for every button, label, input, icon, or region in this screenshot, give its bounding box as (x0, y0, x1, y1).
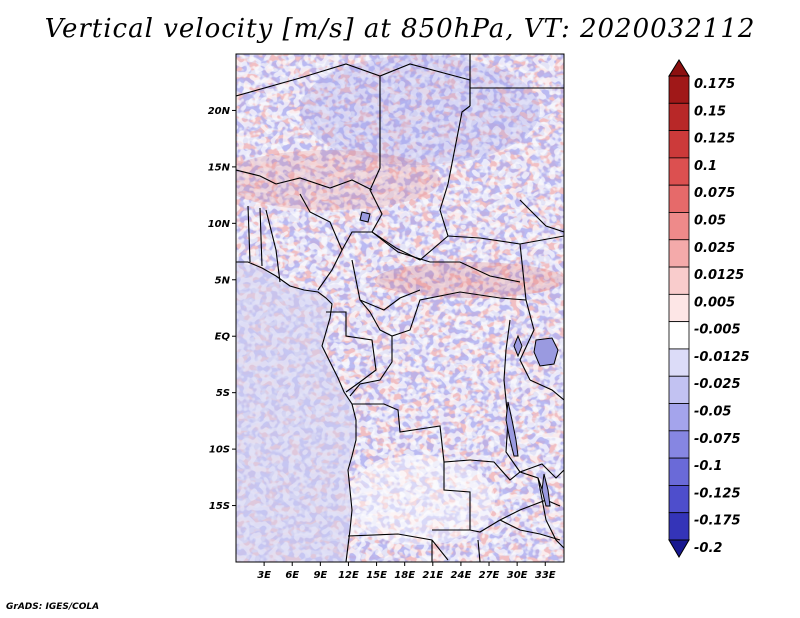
colorbar-cell (668, 403, 690, 432)
longitude-axis: 3E 6E 9E 12E 15E 18E 21E 24E 27E 30E 33E (257, 562, 556, 581)
colorbar-cell (668, 485, 690, 514)
great-lakes (359, 211, 559, 507)
colorbar-label: 0.05 (694, 213, 726, 228)
plot-title: Vertical velocity [m/s] at 850hPa, VT: 2… (44, 14, 756, 44)
velocity-field (236, 54, 564, 562)
border-nigeria (265, 193, 343, 291)
lat-tick-label: 10N (208, 219, 231, 230)
border-mali-niger (236, 169, 277, 185)
lat-tick-label: 15N (208, 162, 231, 173)
colorbar-cell (668, 430, 690, 459)
map-frame (235, 53, 565, 563)
colorbar-label: -0.2 (694, 541, 722, 556)
ocean-smoothing (236, 262, 356, 562)
border-drc-east (503, 319, 521, 473)
lake-tanganyika (505, 401, 519, 457)
southern-quiet-zone (345, 455, 495, 545)
lon-tick-label: 27E (479, 570, 500, 581)
colorbar-labels: 0.175 0.15 0.125 0.1 0.075 0.05 0.025 0.0125 0.0… (694, 77, 750, 556)
colorbar-cell (668, 102, 690, 131)
lon-tick-label: 18E (394, 570, 415, 581)
colorbar-cell (668, 375, 690, 404)
colorbar-label: -0.125 (694, 486, 741, 501)
lake-victoria (533, 337, 559, 367)
colorbar-cell (668, 75, 690, 104)
lon-tick-label: 30E (507, 570, 528, 581)
colorbar-cell (668, 212, 690, 241)
border-zimbabwe (499, 519, 561, 541)
border-uganda-kenya (519, 299, 535, 381)
lat-tick-label: 5N (215, 275, 231, 286)
colorbar-cell (668, 293, 690, 323)
colorbar-cells (668, 75, 690, 541)
colorbar-cell (668, 239, 690, 268)
border-gabon-congo (326, 311, 377, 393)
colorbar-label: 0.075 (694, 186, 735, 201)
colorbar-label: 0.1 (694, 159, 717, 174)
colorbar-label: 0.0125 (694, 268, 744, 283)
lon-tick-label: 9E (313, 570, 327, 581)
border-angola-south (347, 533, 449, 561)
colorbar-label: -0.0125 (694, 350, 750, 365)
lat-tick-label: 5S (216, 388, 230, 399)
border-niger-chad (275, 177, 373, 191)
colorbar-label: 0.175 (694, 77, 735, 92)
colorbar-cell (668, 457, 690, 486)
latitude-axis: 20N 15N 10N 5N EQ 5S 10S 15S (208, 106, 236, 512)
lon-tick-label: 21E (422, 570, 443, 581)
lat-tick-label: 15S (209, 501, 230, 512)
colorbar-label: -0.1 (694, 459, 722, 474)
colorbar-label: -0.05 (694, 405, 731, 420)
colorbar-label: -0.175 (694, 514, 741, 529)
colorbar-cell (668, 512, 690, 541)
colorbar-cell (668, 157, 690, 186)
country-borders (236, 54, 564, 562)
colorbar-label: -0.075 (694, 432, 741, 447)
lake-chad (359, 211, 371, 223)
lat-tick-label: 20N (208, 106, 231, 117)
colorbar-label: 0.005 (694, 295, 735, 310)
lon-tick-label: 24E (451, 570, 472, 581)
border-congo-drc (349, 336, 393, 397)
credit-text: GrADS: IGES/COLA (6, 602, 100, 612)
border-south-sudan (447, 235, 564, 245)
colorbar-cell (668, 266, 690, 295)
itcz-ascent-band (375, 262, 564, 298)
colorbar-top-arrow (668, 59, 690, 77)
lat-tick-label: 10S (209, 445, 230, 456)
colorbar-label: -0.005 (694, 323, 741, 338)
border-namibia-botswana (431, 539, 481, 562)
border-benin-togo (247, 205, 263, 267)
colorbar-label: -0.025 (694, 377, 741, 392)
lake-albert (513, 334, 523, 358)
lat-tick-label: EQ (215, 332, 231, 343)
lake-malawi (541, 473, 551, 507)
border-car (371, 231, 521, 283)
border-ethiopia (519, 199, 564, 301)
border-chad-sudan (369, 76, 471, 261)
lon-tick-label: 3E (257, 570, 271, 581)
border-angola-zambia (432, 462, 471, 531)
lon-tick-label: 12E (338, 570, 359, 581)
sahel-ascent-band (236, 150, 440, 210)
lon-tick-label: 6E (285, 570, 299, 581)
border-drc-north (359, 291, 527, 337)
colorbar-label: 0.025 (694, 241, 735, 256)
border-tanzania (519, 379, 564, 479)
coastline (236, 261, 357, 562)
colorbar-label: 0.15 (694, 104, 726, 119)
colorbar-cell (668, 184, 690, 213)
border-cameroon (341, 231, 421, 311)
colorbar-cell (668, 321, 690, 350)
colorbar: 0.175 0.15 0.125 0.1 0.075 0.05 0.025 0.0125 0.0… (668, 59, 750, 558)
lon-tick-label: 33E (535, 570, 556, 581)
colorbar-cell (668, 130, 690, 159)
colorbar-bottom-arrow (668, 539, 690, 558)
colorbar-label: 0.125 (694, 132, 735, 147)
colorbar-cell (668, 348, 690, 377)
lon-tick-label: 15E (366, 570, 387, 581)
sahara-subsidence (300, 55, 540, 165)
